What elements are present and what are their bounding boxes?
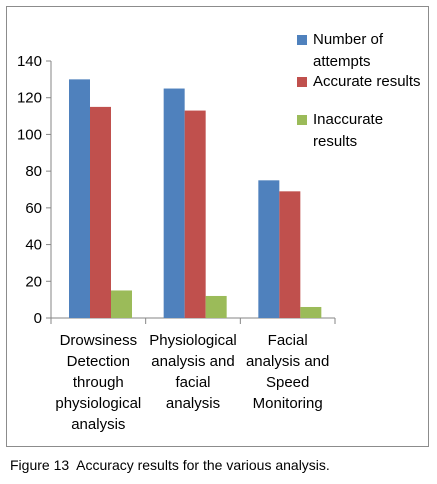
legend-swatch: [297, 115, 307, 125]
bar-1-1: [69, 79, 90, 318]
y-tick-label: 100: [17, 126, 42, 143]
y-tick-label: 80: [25, 163, 42, 180]
bar-2-1: [90, 106, 111, 319]
bar-3-3: [300, 306, 322, 318]
legend-entry: Number of attempts: [313, 31, 384, 70]
bar-2-2: [184, 110, 206, 318]
figure-caption: Figure 13 Accuracy results for the vario…: [10, 457, 330, 473]
bar-chart: 0 20 40 60 80 100 120 140 Drowsiness Detection thr…: [17, 31, 421, 433]
y-tick-label: 120: [17, 90, 42, 107]
legend-entry: Accurate results: [313, 73, 421, 90]
bar-1-2: [163, 88, 185, 319]
y-tick-label: 40: [25, 237, 42, 254]
y-tick-label: 20: [25, 273, 42, 290]
bar-2-3: [279, 191, 301, 318]
x-category-label: Physiological analysis and facial analysis: [149, 332, 237, 412]
legend-swatch: [297, 77, 307, 87]
bar-1-3: [258, 180, 280, 318]
y-tick-label: 0: [34, 310, 42, 327]
x-category-label: Drowsiness Detection through physiological a…: [55, 332, 141, 433]
legend-swatch: [297, 35, 307, 45]
legend-entry: Inaccurate results: [313, 111, 383, 150]
y-tick-label: 140: [17, 53, 42, 70]
bar-3-1: [111, 290, 132, 318]
bar-3-2: [205, 295, 227, 318]
y-tick-label: 60: [25, 200, 42, 217]
x-category-label: Facial analysis and Speed Monitoring: [246, 332, 329, 412]
